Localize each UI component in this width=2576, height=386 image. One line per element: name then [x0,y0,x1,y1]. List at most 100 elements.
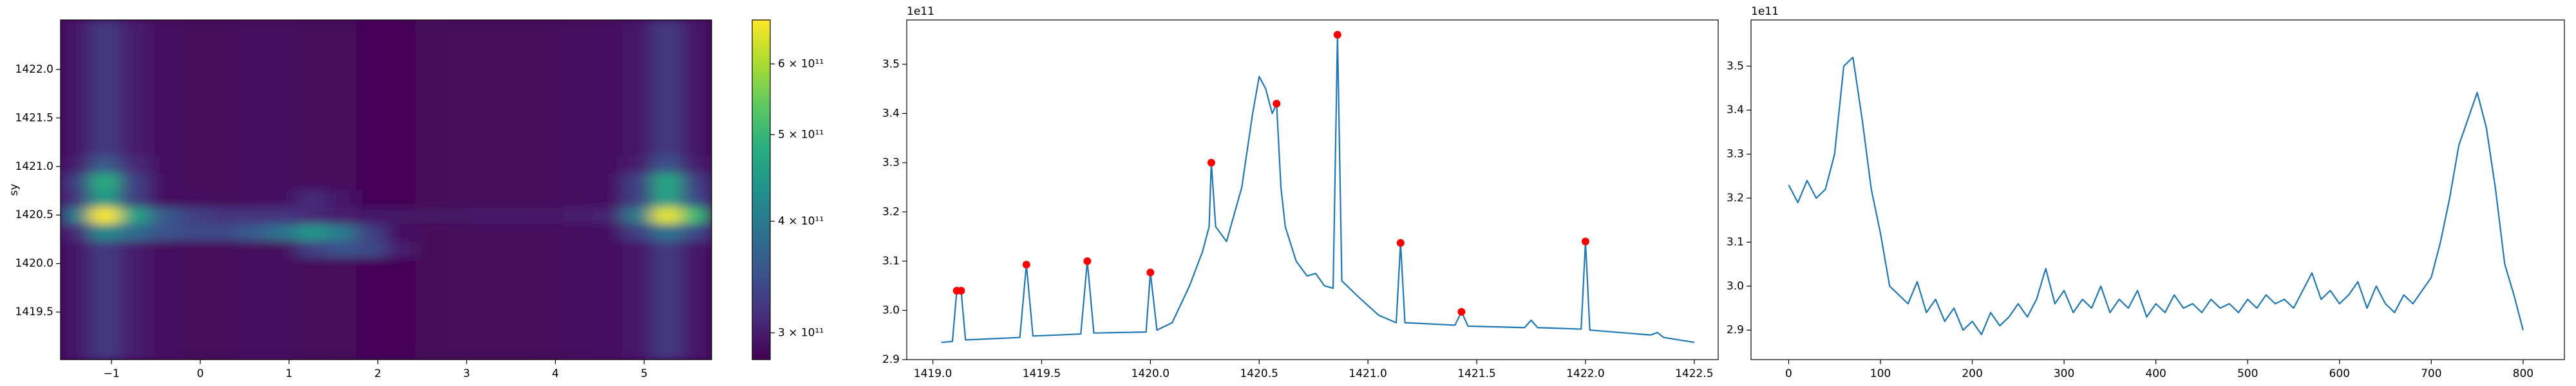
heatmap-cell [592,20,623,37]
heatmap-cell [533,155,564,174]
heatmap-cell [61,274,91,292]
heatmap-cell [652,274,683,292]
heatmap-cell [356,104,386,122]
heatmap-cell [592,104,623,122]
heatmap-cell [681,70,712,89]
heatmap-cell [533,308,564,326]
heatmap-cell [533,20,564,37]
heatmap-cell [563,87,594,106]
heatmap-cell [178,342,209,360]
y-tick-label: 3.2 [1727,192,1744,205]
heatmap-cell [504,240,535,259]
heatmap-cell [267,274,298,292]
heatmap-cell [208,206,239,225]
heatmap-cell [474,70,505,89]
heatmap-cell [504,206,535,225]
heatmap-cell [533,240,564,259]
peak-marker [1083,257,1092,265]
heatmap-cell [90,172,120,190]
heatmap-cell [178,36,209,55]
heatmap-cell [297,223,328,241]
heatmap-cell [563,189,594,207]
heatmap-cell [297,206,328,225]
heatmap-cell [474,206,505,225]
heatmap-cell [563,206,594,225]
heatmap-cell [61,240,91,259]
heatmap-cell [563,257,594,275]
heatmap-cell [149,291,180,309]
heatmap-cell [563,155,594,174]
heatmap-cell [533,274,564,292]
heatmap-cell [119,342,150,360]
heatmap-cell [356,53,386,71]
heatmap-cell [327,206,357,225]
heatmap-cell [415,257,446,275]
heatmap-cell [208,240,239,259]
heatmap-cell [178,70,209,89]
heatmap-cell [592,121,623,140]
heatmap-cell [267,206,298,225]
heatmap-cell [415,189,446,207]
heatmap-cell [119,291,150,309]
peak-marker [1581,237,1589,246]
heatmap-cell [208,342,239,360]
heatmap-cell [119,138,150,156]
heatmap-cell [356,274,386,292]
heatmap-cell [178,223,209,241]
heatmap-cell [474,274,505,292]
y-tick-label: 3.0 [882,304,900,317]
y-tick-label: 3.0 [1727,280,1744,293]
heatmap-cell [444,53,475,71]
heatmap-cell [592,325,623,344]
heatmap-cell [563,342,594,360]
x-tick-label: 200 [1962,367,1982,380]
y-tick-label: 3.1 [1727,235,1744,248]
heatmap-cell [474,325,505,344]
heatmap-cell [474,223,505,241]
heatmap-cell [61,155,91,174]
heatmap-cell [356,189,386,207]
heatmap-cell [444,257,475,275]
heatmap-cell [297,70,328,89]
heatmap-cell [415,104,446,122]
heatmap-cell [90,291,120,309]
heatmap-cell [61,206,91,225]
heatmap-cell [622,121,653,140]
heatmap-cell [415,20,446,37]
heatmap-cell [563,70,594,89]
heatmap-cell [415,274,446,292]
heatmap-cell [208,308,239,326]
x-tick-label: 5 [641,367,648,380]
heatmap-cell [563,325,594,344]
heatmap-cell [178,87,209,106]
heatmap-cell [238,240,269,259]
heatmap-cell [149,121,180,140]
colorbar [752,19,771,360]
heatmap-cell [267,308,298,326]
heatmap-cell [592,36,623,55]
heatmap-cell [622,325,653,344]
heatmap-cell [238,70,269,89]
x-tick-label: 1421.5 [1457,367,1495,380]
heatmap-cell [474,342,505,360]
heatmap-cell [297,274,328,292]
heatmap-cell [533,53,564,71]
heatmap-cell [681,223,712,241]
heatmap-cell [504,274,535,292]
heatmap-cell [267,87,298,106]
x-tick-label: 1419.0 [914,367,952,380]
heatmap-cell [178,104,209,122]
heatmap-cell [178,240,209,259]
heatmap-cell [652,87,683,106]
heatmap-cell [119,87,150,106]
heatmap-cell [592,257,623,275]
heatmap-cell [652,121,683,140]
heatmap-cell [327,274,357,292]
heatmap-cell [592,138,623,156]
heatmap-cell [327,342,357,360]
heatmap-cell [474,53,505,71]
heatmap-cell [681,240,712,259]
heatmap-cell [327,70,357,89]
heatmap-cell [444,138,475,156]
